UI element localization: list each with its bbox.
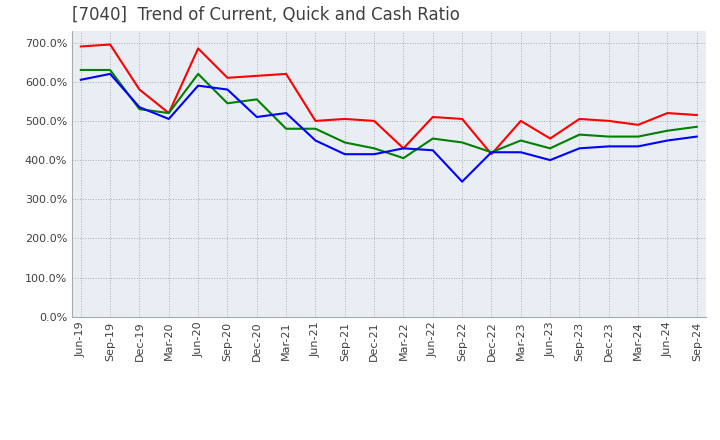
Current Ratio bbox=[164, 110, 173, 116]
Current Ratio bbox=[634, 122, 642, 128]
Cash Ratio bbox=[311, 138, 320, 143]
Current Ratio bbox=[546, 136, 554, 141]
Current Ratio bbox=[370, 118, 379, 124]
Quick Ratio bbox=[516, 138, 525, 143]
Current Ratio bbox=[194, 46, 202, 51]
Current Ratio bbox=[516, 118, 525, 124]
Current Ratio bbox=[311, 118, 320, 124]
Cash Ratio bbox=[693, 134, 701, 139]
Current Ratio bbox=[693, 112, 701, 117]
Cash Ratio bbox=[223, 87, 232, 92]
Cash Ratio bbox=[106, 71, 114, 77]
Quick Ratio bbox=[76, 67, 85, 73]
Cash Ratio bbox=[458, 179, 467, 184]
Cash Ratio bbox=[399, 146, 408, 151]
Line: Cash Ratio: Cash Ratio bbox=[81, 74, 697, 182]
Cash Ratio bbox=[164, 116, 173, 121]
Quick Ratio bbox=[458, 140, 467, 145]
Current Ratio bbox=[76, 44, 85, 49]
Quick Ratio bbox=[253, 97, 261, 102]
Cash Ratio bbox=[76, 77, 85, 82]
Current Ratio bbox=[399, 146, 408, 151]
Cash Ratio bbox=[282, 110, 290, 116]
Cash Ratio bbox=[428, 148, 437, 153]
Current Ratio bbox=[106, 42, 114, 47]
Line: Current Ratio: Current Ratio bbox=[81, 44, 697, 154]
Quick Ratio bbox=[223, 101, 232, 106]
Current Ratio bbox=[223, 75, 232, 81]
Current Ratio bbox=[663, 110, 672, 116]
Quick Ratio bbox=[399, 155, 408, 161]
Current Ratio bbox=[605, 118, 613, 124]
Current Ratio bbox=[253, 73, 261, 78]
Current Ratio bbox=[135, 87, 144, 92]
Cash Ratio bbox=[487, 150, 496, 155]
Cash Ratio bbox=[516, 150, 525, 155]
Current Ratio bbox=[282, 71, 290, 77]
Current Ratio bbox=[458, 116, 467, 121]
Quick Ratio bbox=[487, 150, 496, 155]
Quick Ratio bbox=[428, 136, 437, 141]
Line: Quick Ratio: Quick Ratio bbox=[81, 70, 697, 158]
Cash Ratio bbox=[135, 105, 144, 110]
Current Ratio bbox=[428, 114, 437, 120]
Quick Ratio bbox=[194, 71, 202, 77]
Cash Ratio bbox=[575, 146, 584, 151]
Quick Ratio bbox=[546, 146, 554, 151]
Text: [7040]  Trend of Current, Quick and Cash Ratio: [7040] Trend of Current, Quick and Cash … bbox=[72, 6, 460, 24]
Current Ratio bbox=[575, 116, 584, 121]
Quick Ratio bbox=[370, 146, 379, 151]
Quick Ratio bbox=[693, 124, 701, 129]
Quick Ratio bbox=[575, 132, 584, 137]
Quick Ratio bbox=[663, 128, 672, 133]
Quick Ratio bbox=[164, 110, 173, 116]
Cash Ratio bbox=[370, 151, 379, 157]
Current Ratio bbox=[487, 151, 496, 157]
Cash Ratio bbox=[253, 114, 261, 120]
Cash Ratio bbox=[605, 144, 613, 149]
Quick Ratio bbox=[311, 126, 320, 132]
Quick Ratio bbox=[341, 140, 349, 145]
Quick Ratio bbox=[135, 106, 144, 112]
Cash Ratio bbox=[194, 83, 202, 88]
Cash Ratio bbox=[634, 144, 642, 149]
Quick Ratio bbox=[282, 126, 290, 132]
Cash Ratio bbox=[546, 158, 554, 163]
Cash Ratio bbox=[663, 138, 672, 143]
Quick Ratio bbox=[605, 134, 613, 139]
Quick Ratio bbox=[634, 134, 642, 139]
Legend: Current Ratio, Quick Ratio, Cash Ratio: Current Ratio, Quick Ratio, Cash Ratio bbox=[186, 436, 592, 440]
Cash Ratio bbox=[341, 151, 349, 157]
Current Ratio bbox=[341, 116, 349, 121]
Quick Ratio bbox=[106, 67, 114, 73]
